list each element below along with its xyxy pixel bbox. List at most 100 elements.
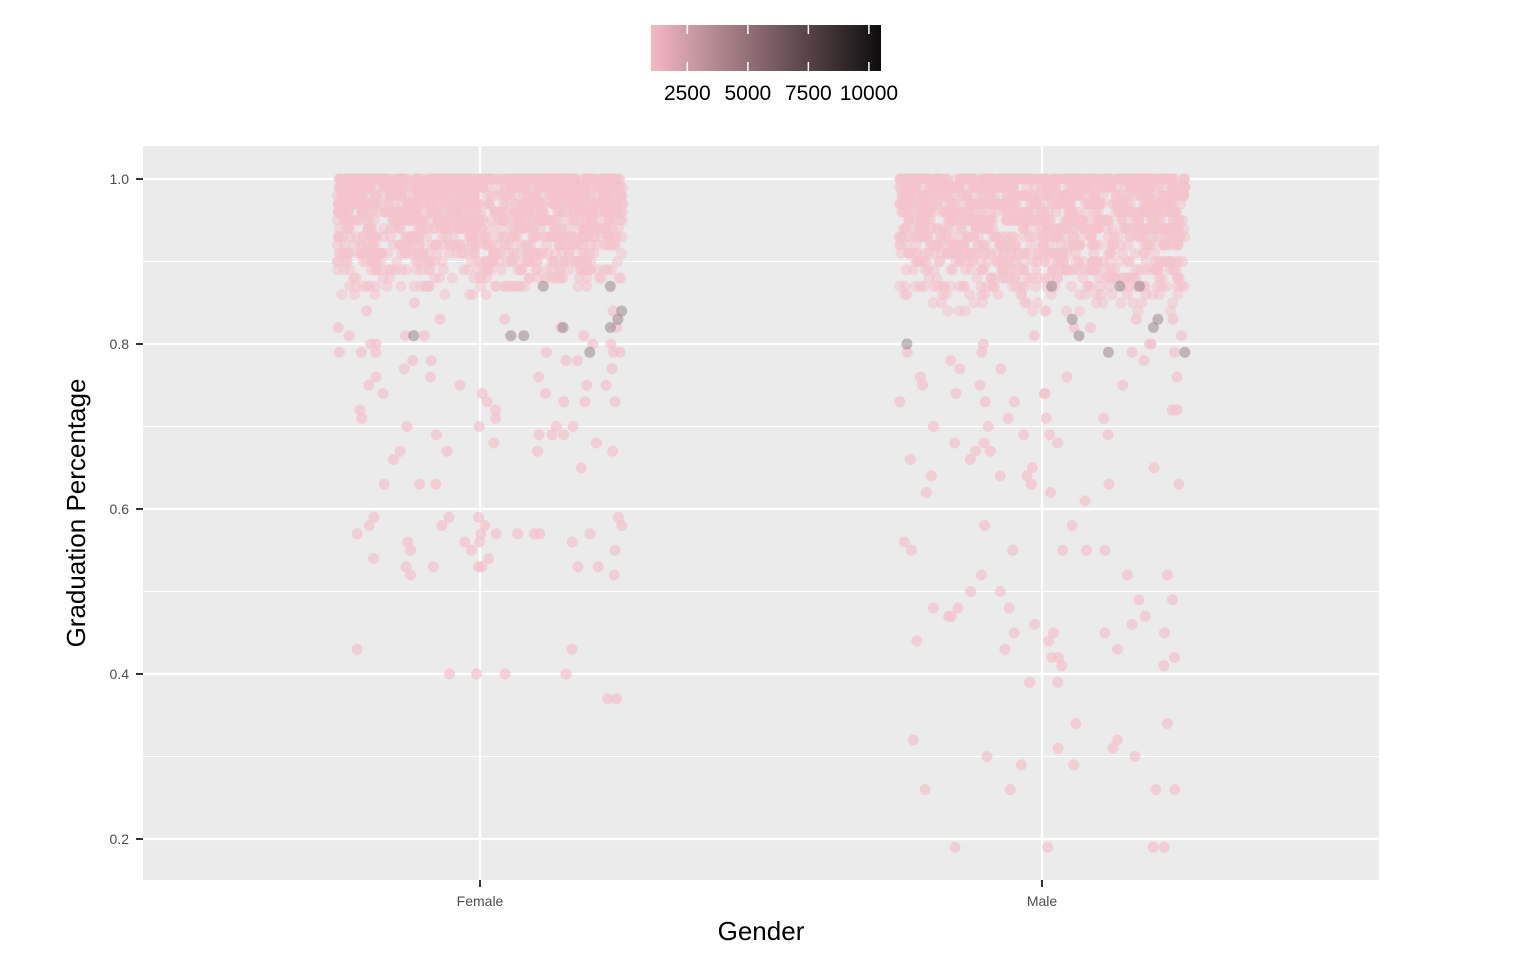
- data-point: [483, 553, 495, 564]
- data-point: [1041, 280, 1053, 292]
- data-point: [949, 239, 961, 251]
- data-point: [1043, 635, 1055, 647]
- data-point: [910, 239, 922, 251]
- data-point: [512, 528, 524, 540]
- data-point: [414, 239, 426, 251]
- data-point: [361, 305, 373, 317]
- data-point: [894, 280, 906, 292]
- data-point: [1129, 280, 1141, 292]
- data-point: [1150, 784, 1162, 795]
- data-point: [430, 429, 442, 441]
- data-point: [1057, 544, 1069, 556]
- data-point: [518, 330, 530, 342]
- data-point: [578, 256, 590, 267]
- data-point: [333, 346, 345, 358]
- data-point: [614, 346, 626, 358]
- data-point: [554, 264, 566, 276]
- data-point: [353, 173, 365, 185]
- data-point: [606, 363, 618, 375]
- data-point: [907, 264, 919, 276]
- data-point: [1018, 231, 1030, 243]
- data-point: [1169, 190, 1181, 201]
- data-point: [903, 247, 914, 259]
- data-point: [1027, 190, 1039, 201]
- data-point: [522, 239, 534, 251]
- data-point: [580, 231, 592, 243]
- data-point: [1098, 412, 1110, 424]
- data-point: [531, 264, 543, 276]
- data-point: [1179, 181, 1191, 193]
- data-point: [1129, 173, 1141, 185]
- data-point: [940, 190, 952, 201]
- data-point: [591, 190, 603, 201]
- data-point: [1156, 256, 1168, 267]
- data-point: [357, 231, 369, 243]
- data-point: [920, 190, 932, 201]
- data-point: [1159, 190, 1171, 201]
- data-point: [585, 214, 597, 226]
- data-point: [1042, 223, 1054, 234]
- data-point: [964, 289, 976, 300]
- data-point: [436, 520, 448, 531]
- data-point: [953, 305, 965, 317]
- data-point: [485, 239, 497, 251]
- data-point: [1148, 462, 1160, 474]
- data-point: [490, 404, 502, 416]
- data-point: [548, 256, 560, 267]
- data-point: [616, 247, 628, 259]
- data-point: [1081, 544, 1092, 556]
- data-point: [1110, 190, 1122, 201]
- data-point: [405, 544, 417, 556]
- data-point: [965, 173, 977, 185]
- data-point: [1167, 181, 1179, 193]
- data-point: [1074, 305, 1086, 317]
- data-point: [1005, 239, 1017, 251]
- data-point: [365, 338, 377, 350]
- data-point: [509, 214, 521, 226]
- data-point: [400, 231, 411, 243]
- data-point: [986, 280, 998, 292]
- data-point: [999, 643, 1011, 655]
- data-point: [356, 247, 368, 259]
- data-point: [443, 511, 455, 523]
- data-point: [360, 214, 372, 226]
- data-point: [471, 206, 483, 218]
- data-point: [997, 173, 1009, 185]
- data-point: [1033, 198, 1045, 210]
- data-point: [1115, 214, 1127, 226]
- data-point: [590, 437, 602, 449]
- data-point: [1097, 297, 1109, 309]
- data-point: [971, 239, 983, 251]
- data-point: [433, 190, 445, 201]
- data-point: [953, 181, 964, 193]
- data-point: [1085, 231, 1097, 243]
- data-point: [499, 181, 511, 193]
- data-point: [611, 693, 622, 705]
- data-point: [383, 198, 394, 210]
- data-point: [1126, 346, 1138, 358]
- data-point: [490, 528, 502, 540]
- data-point: [555, 223, 567, 234]
- data-point: [1087, 214, 1099, 226]
- data-point: [585, 239, 597, 251]
- data-point: [533, 429, 545, 441]
- data-point: [580, 181, 592, 193]
- data-point: [584, 198, 596, 210]
- data-point: [361, 198, 373, 210]
- data-point: [1010, 214, 1022, 226]
- data-point: [563, 247, 575, 259]
- data-point: [1103, 478, 1115, 490]
- data-point: [1084, 173, 1096, 185]
- data-point: [439, 289, 451, 300]
- data-point: [333, 181, 345, 193]
- data-point: [945, 264, 957, 276]
- data-point: [602, 693, 614, 705]
- data-point: [334, 231, 345, 243]
- data-point: [949, 841, 961, 853]
- data-point: [1118, 272, 1130, 284]
- data-point: [1153, 272, 1165, 284]
- data-point: [1130, 313, 1142, 325]
- data-point: [1104, 256, 1116, 267]
- data-point: [510, 181, 522, 193]
- data-point: [472, 264, 484, 276]
